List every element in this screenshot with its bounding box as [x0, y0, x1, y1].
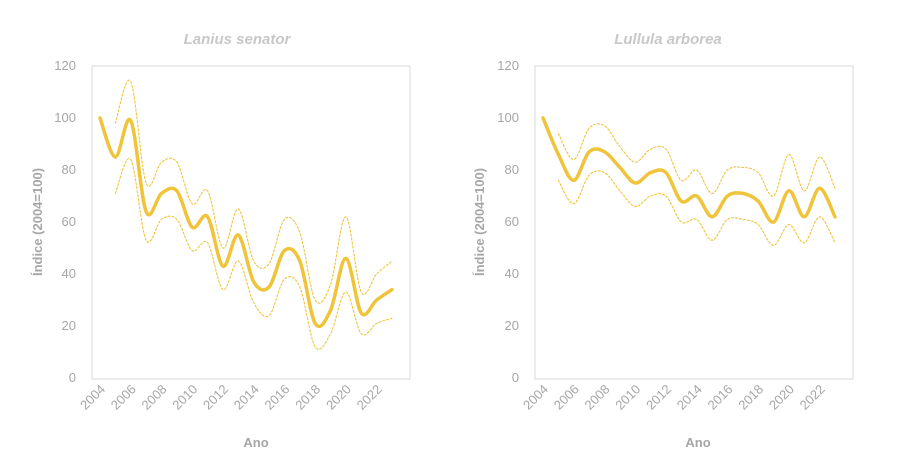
y-tick-label: 60 [505, 214, 519, 229]
y-tick-label: 20 [505, 318, 519, 333]
x-tick-label: 2004 [520, 382, 551, 413]
y-tick-labels: 0 20 40 60 80 100 120 [54, 58, 76, 385]
y-tick-label: 40 [62, 266, 76, 281]
y-tick-label: 100 [54, 110, 76, 125]
x-tick-label: 2004 [77, 382, 108, 413]
index-series-line [98, 116, 394, 329]
x-tick-label: 2006 [108, 382, 139, 413]
x-tick-label: 2012 [200, 382, 231, 413]
upper-ci-line [557, 123, 836, 197]
chart-title: Lanius senator [184, 31, 292, 48]
x-tick-labels: 2004 2006 2008 2010 2012 2014 2016 2018 2020 2022 [77, 382, 385, 413]
chart-title: Lullula arborea [614, 31, 722, 48]
series-group [98, 79, 394, 350]
y-tick-label: 20 [62, 318, 76, 333]
x-tick-labels: 2004 2006 2008 2010 2012 2014 2016 2018 2020 2022 [520, 382, 828, 413]
lower-ci-line [557, 170, 836, 246]
x-tick-label: 2008 [139, 382, 170, 413]
y-tick-label: 0 [69, 370, 76, 385]
x-tick-label: 2018 [292, 382, 323, 413]
x-tick-label: 2010 [169, 382, 200, 413]
x-tick-label: 2010 [612, 382, 643, 413]
x-tick-label: 2014 [674, 382, 705, 413]
y-tick-label: 80 [62, 162, 76, 177]
x-tick-label: 2006 [551, 382, 582, 413]
x-tick-label: 2020 [323, 382, 354, 413]
y-tick-label: 120 [54, 58, 76, 73]
x-tick-label: 2022 [354, 382, 385, 413]
chart-panel-lullula: Lullula arborea Índice (2004=100) Ano 02… [472, 31, 854, 450]
series-group [541, 116, 837, 246]
x-axis-label: Ano [685, 435, 710, 450]
x-axis-label: Ano [243, 435, 268, 450]
chart-panel-lanius: Lanius senator Índice (2004=100) Ano 020… [30, 31, 411, 450]
y-axis-label: Índice (2004=100) [472, 168, 487, 276]
x-tick-label: 2022 [797, 382, 828, 413]
y-tick-label: 60 [62, 214, 76, 229]
x-tick-label: 2008 [582, 382, 613, 413]
upper-ci-line [114, 79, 393, 304]
plot-frame [534, 65, 854, 380]
x-tick-label: 2018 [735, 382, 766, 413]
x-tick-label: 2016 [704, 382, 735, 413]
x-tick-label: 2012 [643, 382, 674, 413]
x-tick-label: 2014 [231, 382, 262, 413]
y-tick-label: 0 [512, 370, 519, 385]
plot-frame [91, 65, 411, 380]
y-tick-labels: 0 20 40 60 80 100 120 [497, 58, 519, 385]
x-tick-label: 2020 [766, 382, 797, 413]
x-tick-label: 2016 [261, 382, 292, 413]
y-axis-label: Índice (2004=100) [30, 168, 45, 276]
y-tick-label: 40 [505, 266, 519, 281]
y-tick-label: 80 [505, 162, 519, 177]
lower-ci-line [114, 158, 393, 350]
index-series-line [541, 116, 837, 224]
y-tick-label: 100 [497, 110, 519, 125]
y-tick-label: 120 [497, 58, 519, 73]
